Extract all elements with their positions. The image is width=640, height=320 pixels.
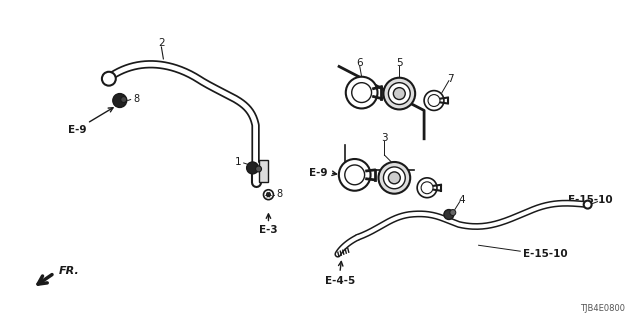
Text: 8: 8 xyxy=(134,93,140,104)
Circle shape xyxy=(394,88,405,100)
Text: E-3: E-3 xyxy=(259,225,278,236)
Circle shape xyxy=(417,178,437,198)
Circle shape xyxy=(346,77,378,108)
Text: 1: 1 xyxy=(235,157,242,167)
Text: 4: 4 xyxy=(458,195,465,205)
Circle shape xyxy=(428,95,440,107)
Text: 3: 3 xyxy=(381,133,388,143)
Circle shape xyxy=(121,97,127,102)
Circle shape xyxy=(255,166,262,172)
FancyBboxPatch shape xyxy=(259,160,268,182)
Circle shape xyxy=(113,93,127,108)
Circle shape xyxy=(388,83,410,105)
Circle shape xyxy=(266,193,271,197)
Circle shape xyxy=(102,72,116,86)
Circle shape xyxy=(246,162,259,174)
Circle shape xyxy=(421,182,433,194)
Text: E-15-10: E-15-10 xyxy=(524,249,568,259)
Text: 8: 8 xyxy=(276,189,282,199)
Circle shape xyxy=(383,167,405,189)
Text: E-15-10: E-15-10 xyxy=(568,195,612,205)
Circle shape xyxy=(378,162,410,194)
Circle shape xyxy=(444,210,454,220)
Circle shape xyxy=(424,91,444,110)
Circle shape xyxy=(584,201,591,209)
Circle shape xyxy=(352,83,372,102)
Circle shape xyxy=(450,210,456,215)
Circle shape xyxy=(339,159,371,191)
Circle shape xyxy=(383,78,415,109)
Circle shape xyxy=(388,172,400,184)
Text: 5: 5 xyxy=(396,58,403,68)
Text: 2: 2 xyxy=(158,38,164,48)
Text: 7: 7 xyxy=(447,74,454,84)
Text: TJB4E0800: TJB4E0800 xyxy=(580,304,625,313)
Circle shape xyxy=(345,165,365,185)
Text: E-9: E-9 xyxy=(68,125,86,135)
Text: FR.: FR. xyxy=(58,266,79,276)
Circle shape xyxy=(264,190,273,200)
Text: 6: 6 xyxy=(356,58,363,68)
Text: E-9: E-9 xyxy=(308,168,327,178)
Text: E-4-5: E-4-5 xyxy=(324,276,355,286)
